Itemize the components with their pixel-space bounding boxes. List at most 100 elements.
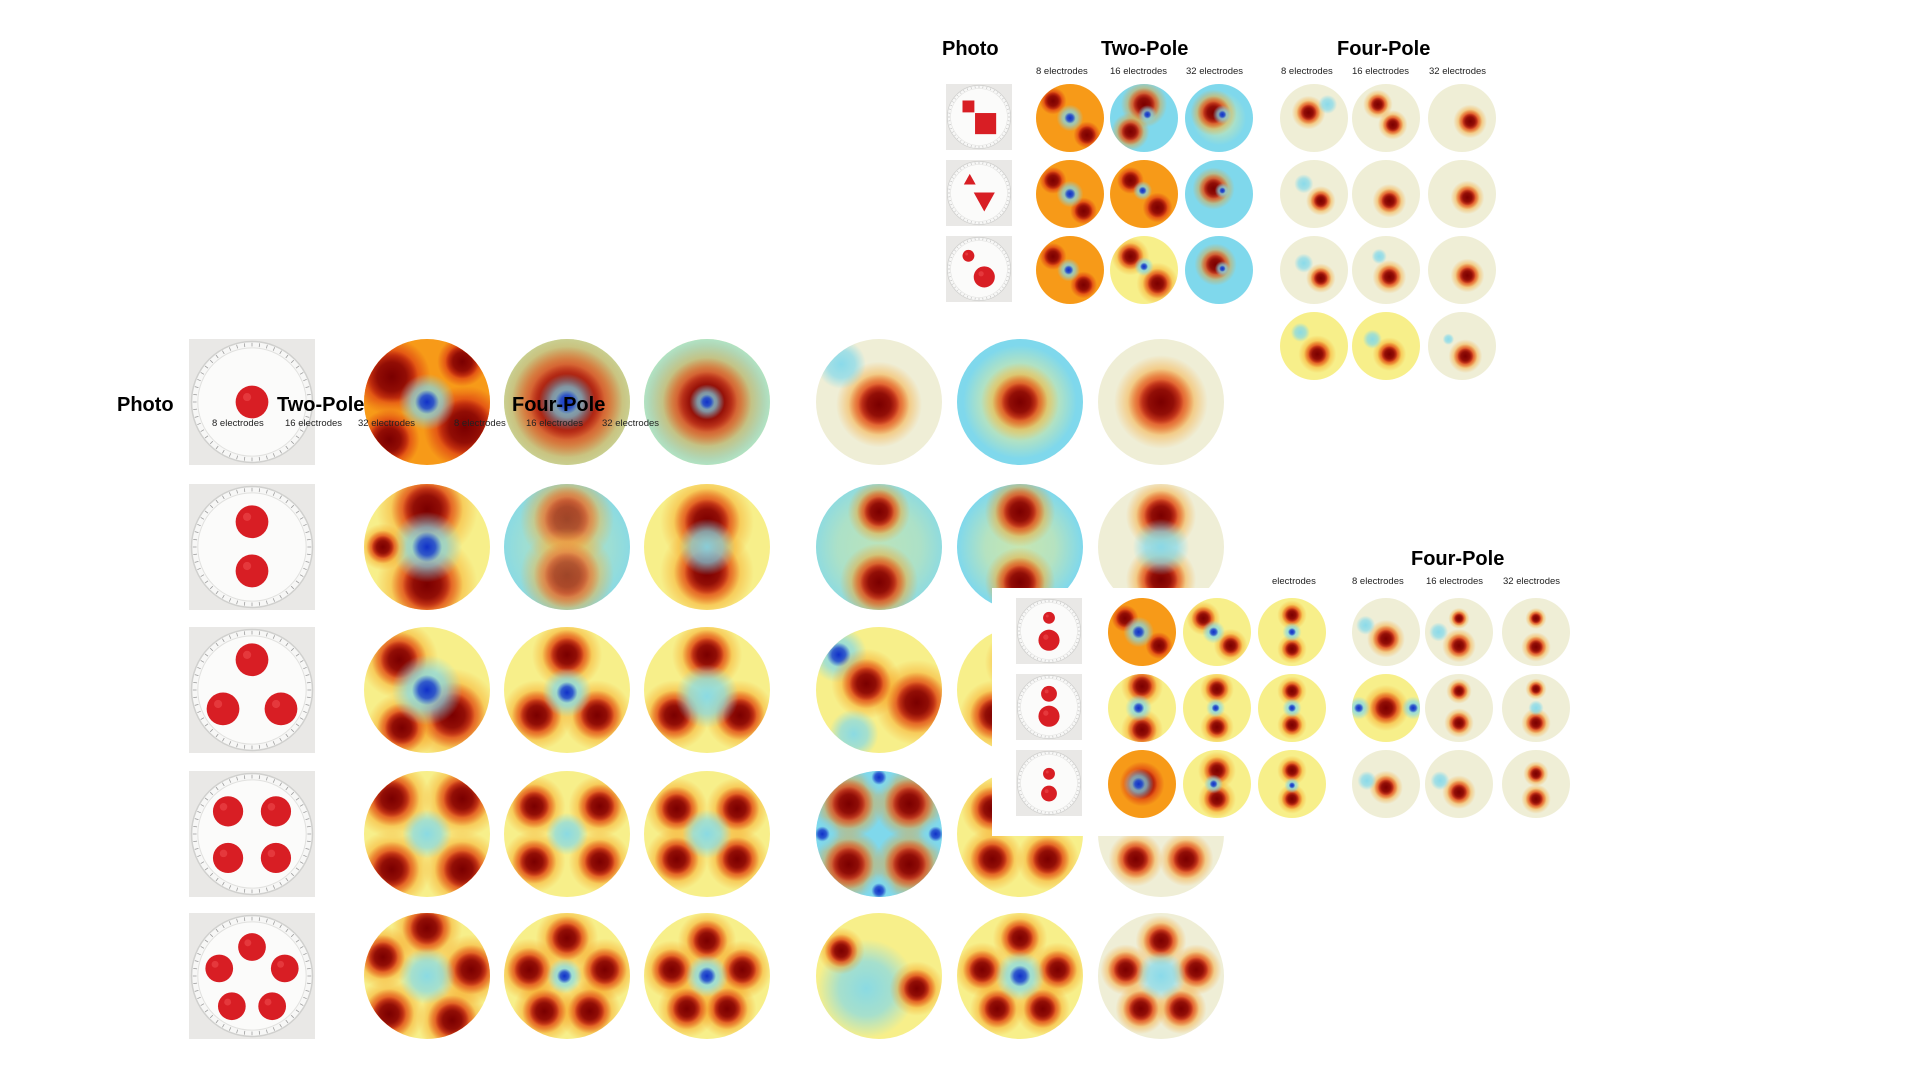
mr-electrodes-label: electrodes	[1272, 576, 1316, 587]
mr-four-pole-label: Four-Pole	[1411, 548, 1504, 571]
eit-reconstruction-map-icon	[1352, 750, 1420, 818]
mr-recon-r2-c3	[1258, 674, 1326, 742]
mr-photo-row-2	[1016, 674, 1082, 740]
tr-recon-r3-c3	[1185, 236, 1253, 304]
big-four-pole-8-label: 8 electrodes	[454, 418, 506, 429]
mr-four-pole-8-label: 8 electrodes	[1352, 576, 1404, 587]
eit-reconstruction-map-icon	[1108, 598, 1176, 666]
tr-photo-label: Photo	[942, 38, 999, 61]
eit-reconstruction-map-icon	[1352, 84, 1420, 152]
big-recon-r1-c4	[816, 339, 942, 465]
tr-two-pole-label: Two-Pole	[1101, 38, 1188, 61]
tr-two-pole-8-label: 8 electrodes	[1036, 66, 1088, 77]
tr-recon-r3-c1	[1036, 236, 1104, 304]
tank-photo-icon	[946, 160, 1012, 226]
mr-photo-row-3	[1016, 750, 1082, 816]
tank-photo-icon	[189, 771, 315, 897]
eit-reconstruction-map-icon	[1428, 236, 1496, 304]
tr-recon-r1-c2	[1110, 84, 1178, 152]
mr-recon-r1-c2	[1183, 598, 1251, 666]
big-photo-label: Photo	[117, 394, 174, 417]
eit-reconstruction-map-icon	[1108, 674, 1176, 742]
mr-recon-r3-c1	[1108, 750, 1176, 818]
eit-reconstruction-map-icon	[816, 627, 942, 753]
tr-recon-r2-c5	[1352, 160, 1420, 228]
big-recon-r1-c3	[644, 339, 770, 465]
eit-reconstruction-map-icon	[1428, 84, 1496, 152]
eit-reconstruction-map-icon	[1352, 236, 1420, 304]
big-recon-r3-c1	[364, 627, 490, 753]
eit-reconstruction-map-icon	[1110, 84, 1178, 152]
tr-recon-r1-c1	[1036, 84, 1104, 152]
big-recon-r5-c6	[1098, 913, 1224, 1039]
tr-recon-r2-c3	[1185, 160, 1253, 228]
eit-reconstruction-map-icon	[1185, 236, 1253, 304]
eit-reconstruction-map-icon	[1036, 84, 1104, 152]
tank-photo-icon	[946, 84, 1012, 150]
big-recon-r5-c3	[644, 913, 770, 1039]
big-recon-r3-c2	[504, 627, 630, 753]
mr-recon-r1-c5	[1425, 598, 1493, 666]
eit-reconstruction-map-icon	[1425, 750, 1493, 818]
eit-reconstruction-map-icon	[1098, 339, 1224, 465]
eit-reconstruction-map-icon	[1352, 674, 1420, 742]
mr-recon-r3-c4	[1352, 750, 1420, 818]
tr-photo-row-1	[946, 84, 1012, 150]
eit-reconstruction-map-icon	[1258, 674, 1326, 742]
big-four-pole-label: Four-Pole	[512, 394, 605, 417]
big-recon-r5-c1	[364, 913, 490, 1039]
eit-reconstruction-map-icon	[1502, 598, 1570, 666]
eit-reconstruction-map-icon	[364, 913, 490, 1039]
tank-photo-icon	[189, 484, 315, 610]
tr-recon-r2-c4	[1280, 160, 1348, 228]
eit-reconstruction-map-icon	[1280, 84, 1348, 152]
big-recon-r4-c1	[364, 771, 490, 897]
big-photo-row-4	[189, 771, 315, 897]
tr-recon-r1-c6	[1428, 84, 1496, 152]
tr-recon-r2-c1	[1036, 160, 1104, 228]
eit-reconstruction-map-icon	[1110, 160, 1178, 228]
eit-reconstruction-map-icon	[1185, 160, 1253, 228]
tr-recon-r4-c4	[1280, 312, 1348, 380]
big-two-pole-label: Two-Pole	[277, 394, 364, 417]
big-two-pole-32-label: 32 electrodes	[358, 418, 415, 429]
big-recon-r2-c2	[504, 484, 630, 610]
big-recon-r4-c4	[816, 771, 942, 897]
eit-reconstruction-map-icon	[504, 913, 630, 1039]
eit-reconstruction-map-icon	[1098, 913, 1224, 1039]
eit-reconstruction-map-icon	[816, 771, 942, 897]
tr-recon-r4-c6	[1428, 312, 1496, 380]
eit-reconstruction-map-icon	[644, 913, 770, 1039]
tank-photo-icon	[189, 913, 315, 1039]
tr-photo-row-2	[946, 160, 1012, 226]
eit-reconstruction-map-icon	[364, 339, 490, 465]
tr-two-pole-32-label: 32 electrodes	[1186, 66, 1243, 77]
eit-reconstruction-map-icon	[364, 484, 490, 610]
big-recon-r2-c3	[644, 484, 770, 610]
mr-recon-r1-c6	[1502, 598, 1570, 666]
tr-recon-r1-c3	[1185, 84, 1253, 152]
mr-recon-r2-c4	[1352, 674, 1420, 742]
mr-recon-r3-c6	[1502, 750, 1570, 818]
tr-recon-r1-c4	[1280, 84, 1348, 152]
eit-reconstruction-map-icon	[1352, 312, 1420, 380]
eit-reconstruction-map-icon	[1183, 750, 1251, 818]
big-recon-r3-c3	[644, 627, 770, 753]
big-recon-r1-c6	[1098, 339, 1224, 465]
tank-photo-icon	[946, 236, 1012, 302]
eit-reconstruction-map-icon	[1280, 160, 1348, 228]
tr-photo-row-3	[946, 236, 1012, 302]
tank-photo-icon	[189, 627, 315, 753]
mr-recon-r1-c4	[1352, 598, 1420, 666]
big-recon-r5-c4	[816, 913, 942, 1039]
mr-four-pole-16-label: 16 electrodes	[1426, 576, 1483, 587]
eit-reconstruction-map-icon	[1352, 598, 1420, 666]
big-two-pole-8-label: 8 electrodes	[212, 418, 264, 429]
tr-recon-r1-c5	[1352, 84, 1420, 152]
big-recon-r2-c4	[816, 484, 942, 610]
mr-recon-r1-c1	[1108, 598, 1176, 666]
tr-recon-r2-c6	[1428, 160, 1496, 228]
big-recon-r3-c4	[816, 627, 942, 753]
eit-reconstruction-map-icon	[1185, 84, 1253, 152]
big-photo-row-2	[189, 484, 315, 610]
